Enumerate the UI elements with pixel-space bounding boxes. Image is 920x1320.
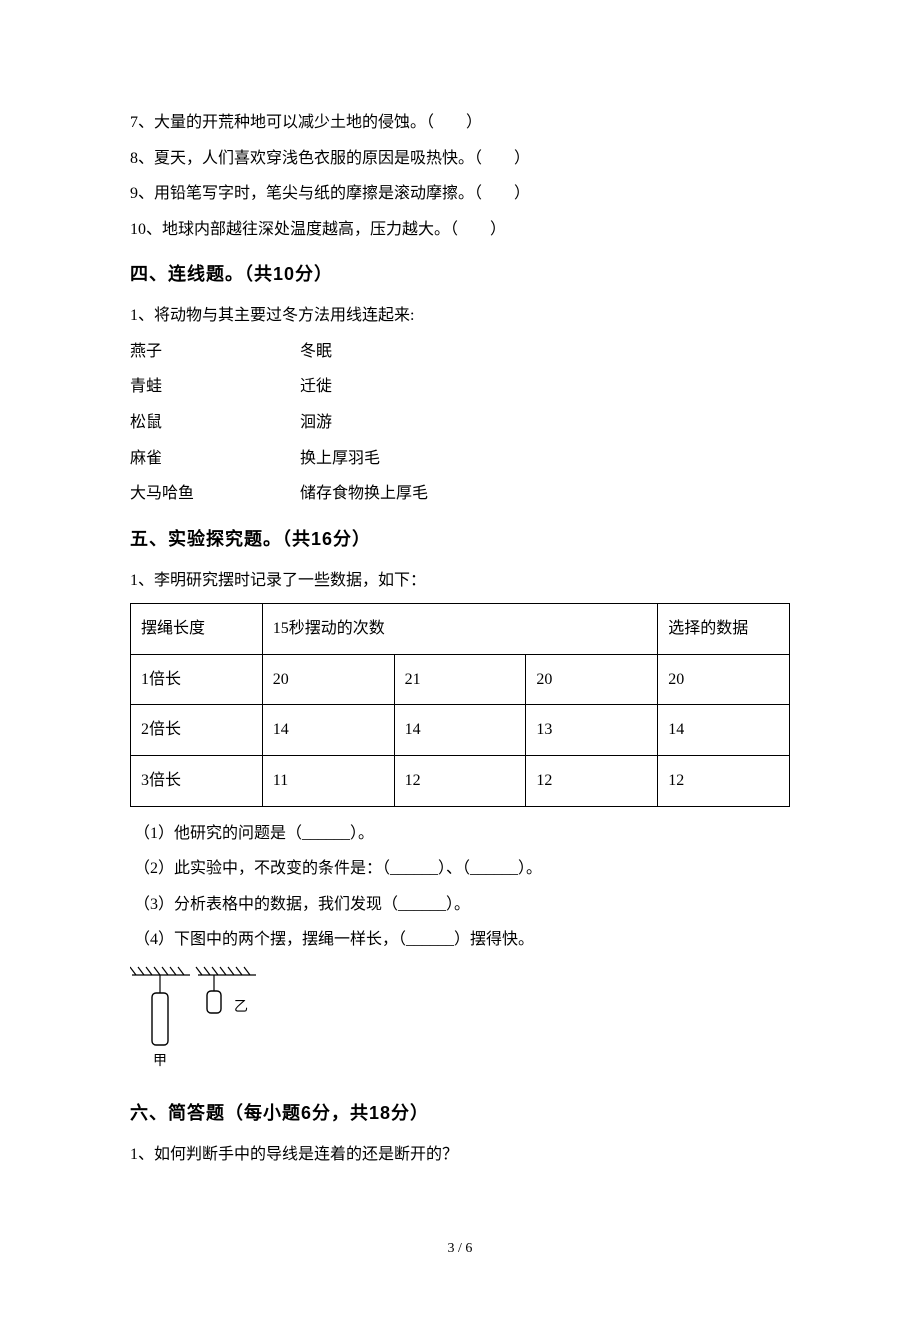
table-header-cell: 15秒摆动的次数 [262, 604, 657, 655]
table-cell: 14 [658, 705, 790, 756]
table-cell: 12 [394, 755, 526, 806]
match-right: 换上厚羽毛 [300, 446, 790, 472]
tf-item: 8、夏天，人们喜欢穿浅色衣服的原因是吸热快。（ ） [130, 146, 790, 172]
table-header-row: 摆绳长度 15秒摆动的次数 选择的数据 [131, 604, 790, 655]
table-cell: 11 [262, 755, 394, 806]
sub-question: （2）此实验中，不改变的条件是：（______）、（______）。 [130, 856, 790, 882]
match-left: 松鼠 [130, 410, 300, 436]
table-cell: 12 [526, 755, 658, 806]
section6-q1: 1、如何判断手中的导线是连着的还是断开的？ [130, 1142, 790, 1168]
tf-item: 7、大量的开荒种地可以减少土地的侵蚀。（ ） [130, 110, 790, 136]
table-row: 3倍长 11 12 12 12 [131, 755, 790, 806]
table-row: 1倍长 20 21 20 20 [131, 654, 790, 705]
table-cell: 14 [394, 705, 526, 756]
section5-heading: 五、实验探究题。（共16分） [130, 525, 790, 554]
table-header-cell: 摆绳长度 [131, 604, 263, 655]
table-cell: 1倍长 [131, 654, 263, 705]
page-number: 3 / 6 [130, 1238, 790, 1260]
match-left: 大马哈鱼 [130, 481, 300, 507]
table-cell: 12 [658, 755, 790, 806]
match-right: 储存食物换上厚毛 [300, 481, 790, 507]
match-right: 冬眠 [300, 339, 790, 365]
match-row: 大马哈鱼 储存食物换上厚毛 [130, 481, 790, 507]
table-cell: 14 [262, 705, 394, 756]
table-cell: 2倍长 [131, 705, 263, 756]
section4-intro: 1、将动物与其主要过冬方法用线连起来: [130, 303, 790, 329]
table-cell: 20 [526, 654, 658, 705]
table-cell: 21 [394, 654, 526, 705]
tf-item: 9、用铅笔写字时，笔尖与纸的摩擦是滚动摩擦。（ ） [130, 181, 790, 207]
sub-question: （1）他研究的问题是（______）。 [130, 821, 790, 847]
pendulum-diagram: 甲 乙 [130, 963, 790, 1082]
match-left: 燕子 [130, 339, 300, 365]
pendulum-table: 摆绳长度 15秒摆动的次数 选择的数据 1倍长 20 21 20 20 2倍长 … [130, 603, 790, 806]
table-cell: 20 [262, 654, 394, 705]
match-row: 青蛙 迁徙 [130, 374, 790, 400]
match-row: 松鼠 洄游 [130, 410, 790, 436]
match-right: 洄游 [300, 410, 790, 436]
match-left: 麻雀 [130, 446, 300, 472]
sub-question: （3）分析表格中的数据，我们发现（______）。 [130, 892, 790, 918]
table-row: 2倍长 14 14 13 14 [131, 705, 790, 756]
matching-list: 燕子 冬眠 青蛙 迁徙 松鼠 洄游 麻雀 换上厚羽毛 大马哈鱼 储存食物换上厚毛 [130, 339, 790, 507]
label-jia: 甲 [153, 1054, 167, 1069]
section6-heading: 六、简答题（每小题6分，共18分） [130, 1099, 790, 1128]
sub-question: （4）下图中的两个摆，摆绳一样长，（______）摆得快。 [130, 927, 790, 953]
label-yi: 乙 [234, 999, 248, 1015]
match-row: 麻雀 换上厚羽毛 [130, 446, 790, 472]
table-cell: 3倍长 [131, 755, 263, 806]
match-row: 燕子 冬眠 [130, 339, 790, 365]
table-cell: 20 [658, 654, 790, 705]
tf-question-list: 7、大量的开荒种地可以减少土地的侵蚀。（ ） 8、夏天，人们喜欢穿浅色衣服的原因… [130, 110, 790, 242]
tf-item: 10、地球内部越往深处温度越高，压力越大。（ ） [130, 217, 790, 243]
pendulum-svg: 甲 乙 [130, 963, 270, 1073]
section4-heading: 四、连线题。（共10分） [130, 260, 790, 289]
match-left: 青蛙 [130, 374, 300, 400]
table-header-cell: 选择的数据 [658, 604, 790, 655]
section5-intro: 1、李明研究摆时记录了一些数据，如下： [130, 568, 790, 594]
match-right: 迁徙 [300, 374, 790, 400]
table-cell: 13 [526, 705, 658, 756]
